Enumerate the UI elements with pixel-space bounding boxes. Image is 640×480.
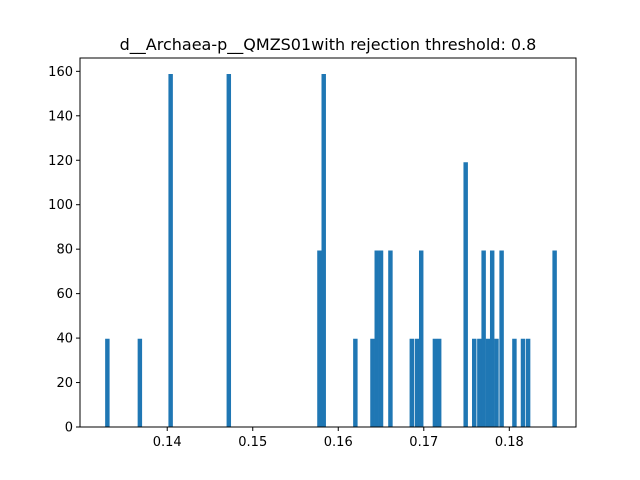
- y-axis: 0 20 40 60 80 100 120 140 160: [48, 65, 80, 436]
- histogram-bar: [525, 338, 531, 427]
- histogram-bar: [388, 250, 393, 427]
- y-tick-label: 80: [56, 243, 73, 258]
- bars-group: [105, 74, 557, 427]
- histogram-bar: [226, 74, 232, 427]
- histogram-bar: [552, 250, 557, 427]
- y-tick-label: 60: [56, 287, 73, 302]
- histogram-bar: [520, 338, 526, 427]
- histogram-bar: [321, 74, 326, 427]
- histogram-bar: [137, 338, 143, 427]
- histogram-bar: [317, 250, 322, 427]
- histogram-bar: [499, 250, 504, 427]
- y-tick-label: 20: [56, 376, 73, 391]
- y-tick-label: 100: [48, 198, 73, 213]
- histogram-bar: [105, 338, 110, 427]
- x-tick-label: 0.16: [324, 435, 353, 450]
- histogram-bar: [477, 338, 482, 427]
- histogram-bar: [463, 162, 468, 427]
- histogram-bar: [432, 338, 438, 427]
- x-axis: 0.14 0.15 0.16 0.17 0.18: [153, 427, 524, 450]
- y-tick-label: 40: [56, 332, 73, 347]
- histogram-bar: [409, 338, 415, 427]
- histogram-bar: [489, 250, 495, 427]
- histogram-bar: [168, 74, 173, 427]
- histogram-bar: [436, 338, 442, 427]
- histogram-bar: [374, 250, 379, 427]
- histogram-bar: [494, 338, 499, 427]
- y-tick-label: 0: [65, 421, 73, 436]
- histogram-bar: [512, 338, 517, 427]
- chart-title: d__Archaea-p__QMZS01with rejection thres…: [120, 35, 537, 55]
- x-tick-label: 0.15: [238, 435, 267, 450]
- x-tick-label: 0.17: [409, 435, 438, 450]
- y-tick-label: 120: [48, 154, 73, 169]
- histogram-bar: [485, 338, 491, 427]
- histogram-bar: [481, 250, 486, 427]
- histogram-bar: [353, 338, 358, 427]
- histogram-bar: [472, 338, 477, 427]
- histogram-bar: [414, 338, 420, 427]
- histogram-bar: [418, 250, 424, 427]
- y-tick-label: 160: [48, 65, 73, 80]
- histogram-bar: [370, 338, 375, 427]
- plot-frame: [79, 57, 577, 428]
- x-tick-label: 0.18: [495, 435, 524, 450]
- x-tick-label: 0.14: [153, 435, 182, 450]
- y-tick-label: 140: [48, 109, 73, 124]
- histogram-bar: [378, 250, 384, 427]
